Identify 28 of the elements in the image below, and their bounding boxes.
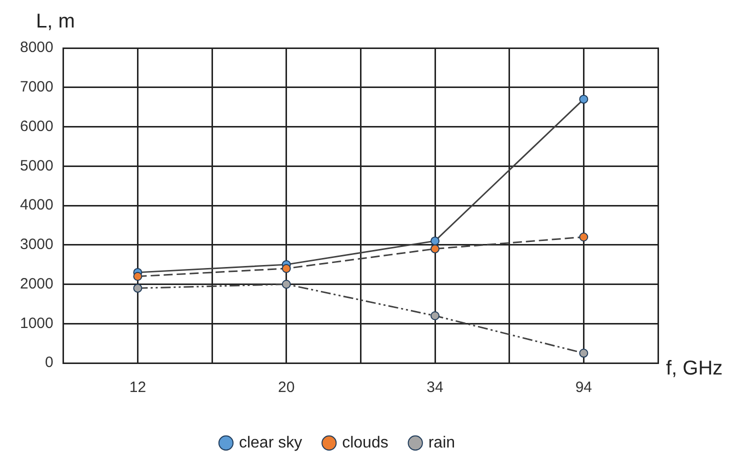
point (133, 272, 142, 281)
legend-label: clouds (342, 434, 388, 452)
y-tick-label: 8000 (20, 39, 54, 56)
y-tick-label: 2000 (20, 275, 54, 292)
y-tick-label: 6000 (20, 118, 54, 135)
x-tick-label: 94 (575, 379, 592, 396)
point (579, 232, 588, 242)
y-tick-label: 0 (45, 354, 54, 372)
y-tick-label: 1000 (20, 314, 54, 332)
y-tick-label: 4000 (20, 196, 54, 214)
x-tick-label: 34 (426, 379, 444, 396)
y-tick-label: 5000 (20, 157, 54, 174)
point (282, 280, 291, 289)
legend-label: clear sky (238, 434, 302, 452)
point (579, 348, 588, 358)
point (579, 94, 588, 104)
y-axis-title: L, m (36, 10, 75, 33)
point (430, 236, 440, 246)
y-tick-label: 7000 (20, 78, 54, 96)
x-tick-label: 20 (278, 379, 295, 396)
point (430, 311, 440, 320)
legend-label: rain (428, 434, 456, 452)
y-tick-label: 3000 (20, 236, 54, 254)
x-tick-label: 12 (129, 379, 146, 396)
point (430, 244, 440, 254)
point (133, 284, 142, 293)
point (282, 264, 291, 273)
x-axis-title: f, GHz (666, 358, 723, 380)
